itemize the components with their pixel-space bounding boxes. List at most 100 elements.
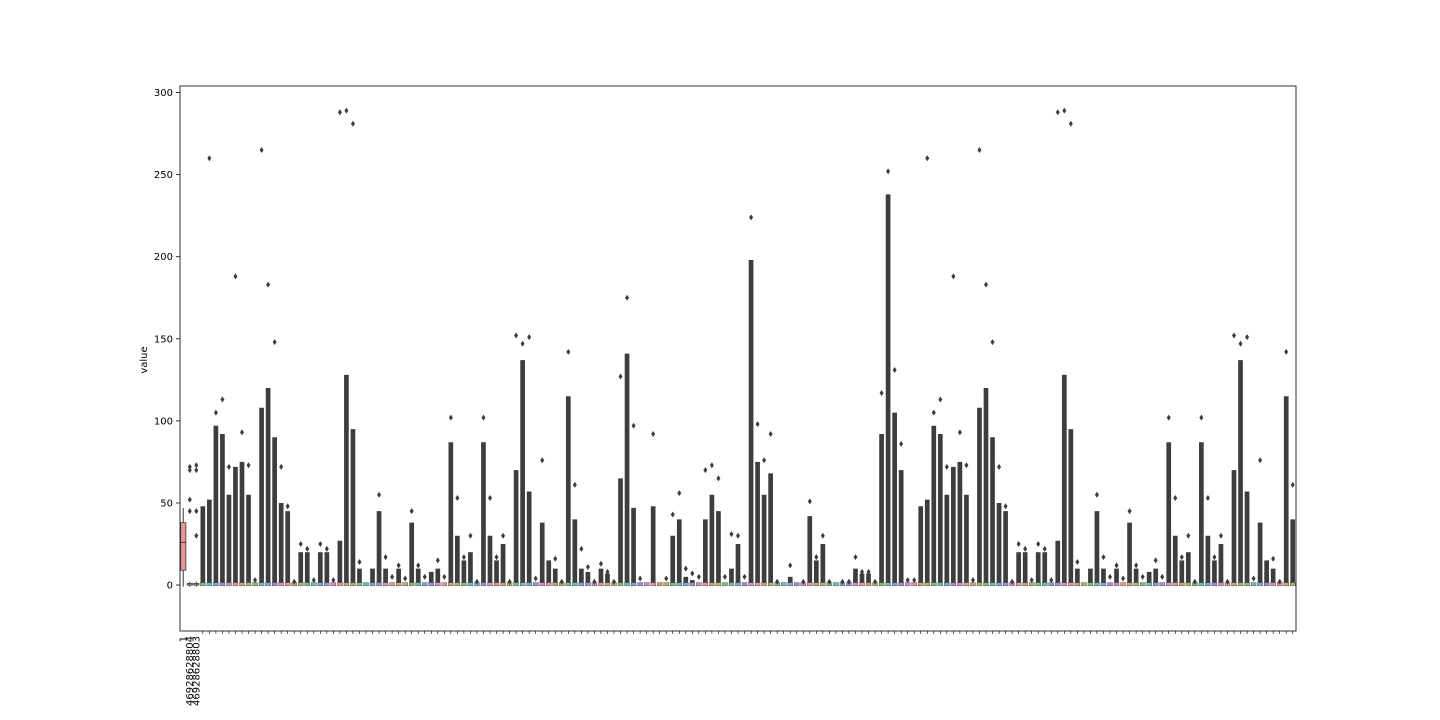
outlier-point [187, 496, 192, 503]
dense-box-column [1185, 532, 1191, 587]
outlier-point [768, 431, 773, 438]
dense-box-column [872, 578, 878, 587]
outlier-point [448, 414, 453, 421]
dense-box-column [1198, 414, 1205, 587]
outlier-point [455, 495, 460, 502]
outlier-point [951, 273, 956, 280]
dense-box-column [637, 575, 643, 587]
box-iqr [931, 582, 937, 587]
box-iqr [924, 582, 930, 587]
outlier-point [377, 491, 382, 498]
box-iqr [787, 582, 793, 587]
dense-box-column [219, 396, 226, 587]
outlier-point [970, 577, 975, 584]
dense-box-column [1172, 495, 1178, 587]
dense-box-column [402, 575, 408, 587]
outlier-point [1160, 573, 1165, 580]
box-iqr [781, 582, 787, 587]
dense-box-column [650, 431, 656, 587]
dense-box-column [232, 273, 239, 587]
outlier-point [1238, 340, 1243, 347]
outlier-point [801, 578, 806, 585]
dense-box-column [1015, 540, 1022, 587]
outlier-point [1108, 573, 1112, 580]
box-iqr [409, 582, 415, 587]
x-tick-label: 1 [178, 636, 189, 642]
outlier-point [187, 467, 192, 474]
outlier-point [246, 462, 251, 469]
dense-box-column [1192, 578, 1198, 587]
box-iqr [1211, 582, 1218, 587]
box-iqr [546, 582, 552, 587]
outlier-point [494, 554, 499, 561]
dense-box-column [363, 582, 369, 587]
outlier-point [1179, 554, 1184, 561]
box-iqr [1035, 582, 1041, 587]
outlier-point [559, 578, 564, 585]
box-iqr [604, 582, 611, 587]
box-iqr [565, 582, 571, 587]
outlier-point [279, 463, 284, 470]
dense-box-column [565, 348, 571, 587]
outlier-point [416, 562, 421, 569]
dense-box-column [833, 582, 839, 587]
dense-box-column [624, 294, 630, 587]
outlier-point [625, 294, 630, 301]
outlier-point [788, 562, 793, 569]
dense-box-column [585, 563, 591, 587]
box-iqr [513, 582, 519, 587]
dense-box-column [598, 560, 604, 587]
dense-box-column [324, 545, 330, 587]
outlier-point [266, 281, 271, 288]
box-iqr [389, 582, 395, 587]
box-iqr [617, 582, 624, 587]
outlier-point [1121, 575, 1126, 582]
box-iqr [271, 582, 278, 587]
dense-box-column [552, 555, 558, 587]
box-iqr [350, 582, 356, 587]
dense-box-column [970, 577, 976, 587]
dense-box-column [559, 578, 565, 587]
outlier-point [651, 431, 656, 438]
dense-box-column [963, 462, 970, 587]
outlier-point [820, 532, 825, 539]
dense-box-column [1211, 554, 1218, 587]
box-1 [180, 507, 187, 587]
y-tick-label: 200 [154, 252, 173, 263]
dense-box-column [500, 532, 506, 587]
box-iqr [1081, 582, 1087, 587]
dense-box-column [643, 582, 650, 587]
outlier-point [696, 573, 701, 580]
box-iqr [422, 582, 428, 587]
outlier-point [598, 560, 603, 567]
dense-box-column [813, 554, 819, 587]
box-iqr [683, 582, 689, 587]
box-iqr [1113, 582, 1120, 587]
dense-box-column [200, 506, 206, 587]
outlier-point [1232, 332, 1236, 339]
outlier-point [1062, 107, 1067, 114]
dense-box-column [265, 281, 271, 587]
box-iqr [200, 582, 206, 587]
outlier-point [435, 557, 440, 564]
dense-box-column [506, 578, 513, 587]
dense-box-column [376, 491, 382, 587]
dense-box-column [1231, 332, 1237, 587]
outlier-point [886, 168, 891, 175]
outlier-point [1284, 348, 1289, 355]
dense-box-column [859, 568, 865, 587]
dense-box-column [865, 568, 872, 587]
box-iqr [728, 582, 735, 587]
outlier-point [592, 578, 597, 585]
dense-box-column [395, 562, 402, 587]
outlier-point [220, 396, 225, 403]
box-iqr [1042, 582, 1048, 587]
outlier-point [1258, 457, 1263, 464]
outlier-point [350, 120, 355, 127]
box-iqr [865, 582, 872, 587]
outlier-point [977, 147, 982, 154]
y-tick-label: 300 [154, 88, 173, 99]
outlier-point [905, 577, 910, 584]
outlier-point [213, 409, 218, 416]
box-iqr [748, 582, 754, 587]
